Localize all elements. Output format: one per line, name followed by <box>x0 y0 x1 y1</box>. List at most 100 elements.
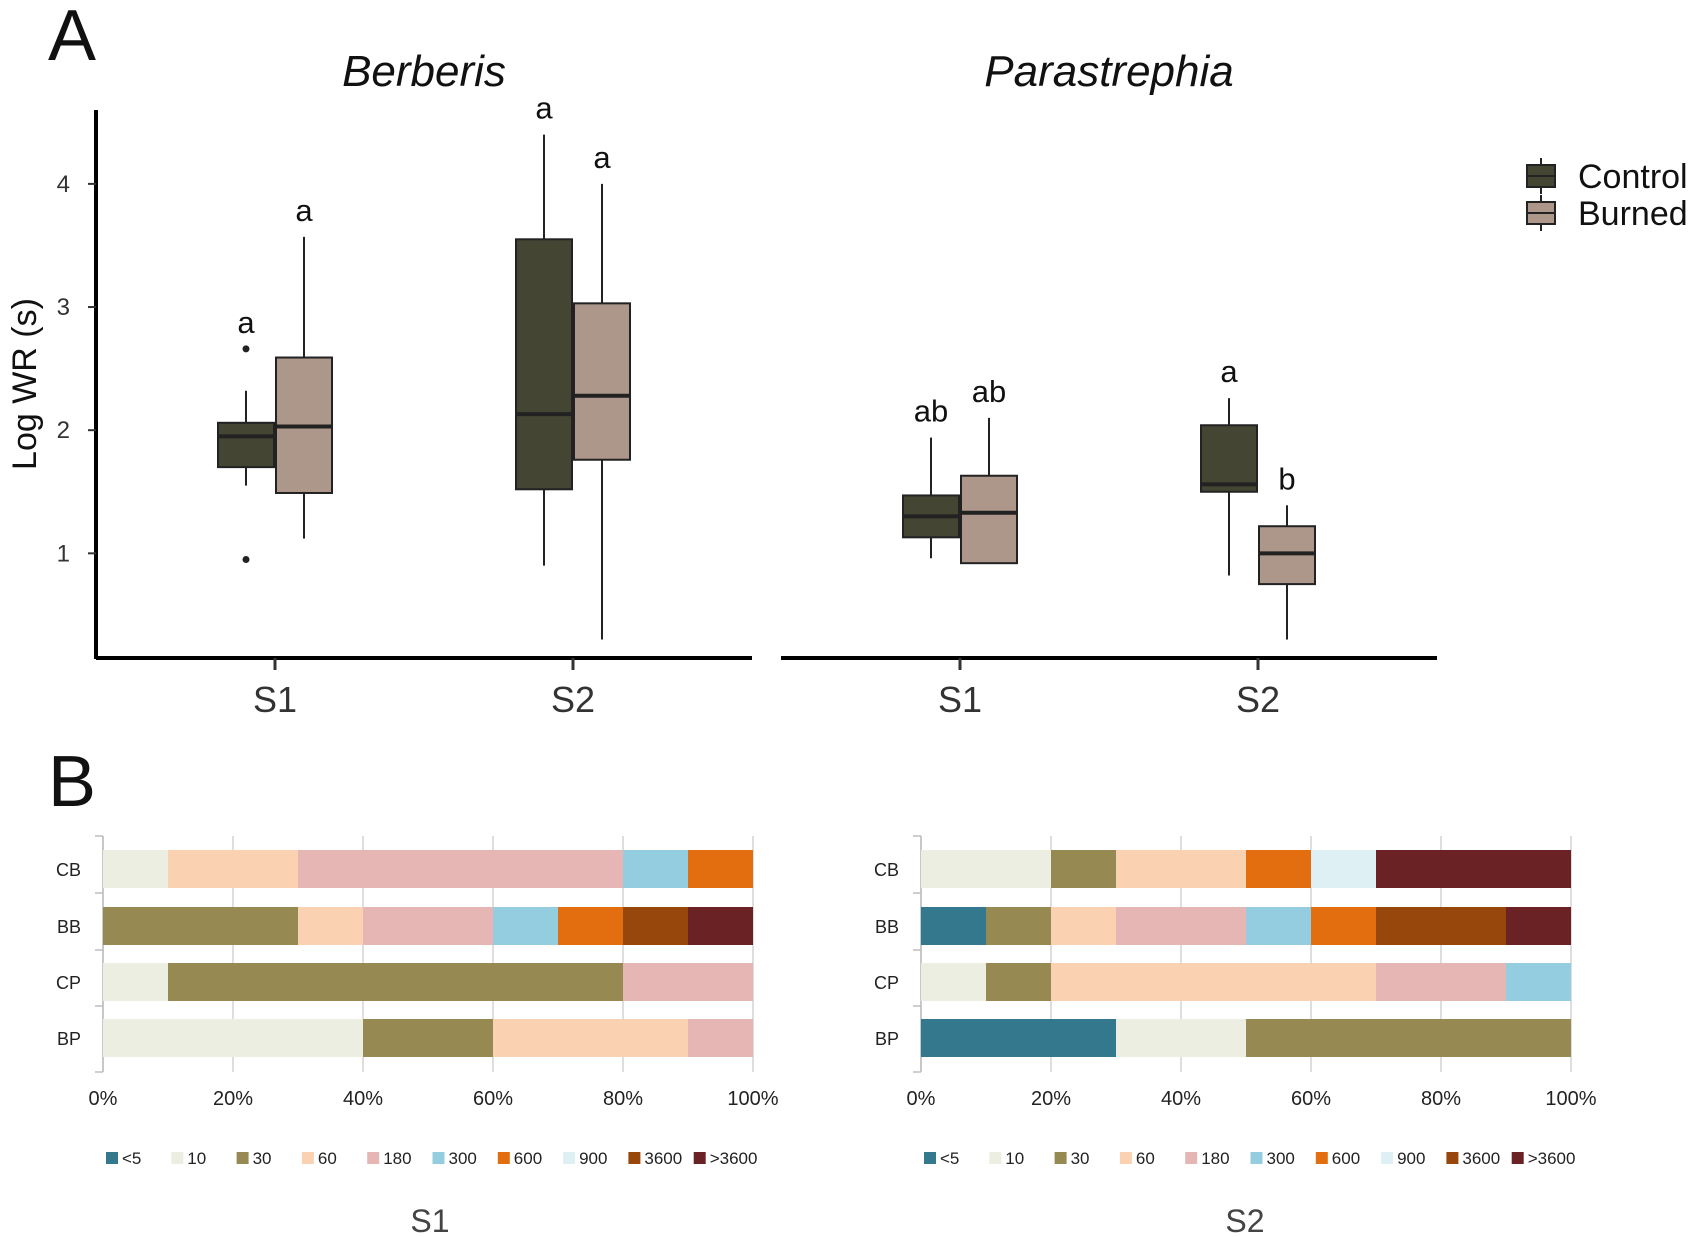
box-iqr <box>515 238 573 491</box>
legend-swatch-3600 <box>1446 1152 1459 1164</box>
segment-bb-60 <box>1051 907 1116 945</box>
box-parastrephia-s1-control: ab <box>902 394 960 559</box>
x-category-label: S1 <box>938 679 982 720</box>
stacked-chart-s2: 0% 20% 40% 60% 80% 100% CB BB CP BP <5 10 30 60 180 300… <box>874 835 1597 1237</box>
category-label: CB <box>874 860 899 880</box>
legend-label: 600 <box>514 1149 542 1168</box>
x-tick-label: 60% <box>1291 1088 1331 1110</box>
segment-cp-30 <box>168 963 623 1001</box>
category-label: BB <box>57 917 81 937</box>
legend-swatch-gt3600 <box>693 1152 706 1164</box>
y-tick-label: 2 <box>57 417 70 444</box>
category-label: BP <box>875 1029 899 1049</box>
legend-swatch-60 <box>301 1152 314 1164</box>
legend-label: >3600 <box>710 1149 758 1168</box>
segment-bp-lt5 <box>921 1019 1116 1057</box>
segment-bb-3600 <box>1376 907 1506 945</box>
x-tick-label: 40% <box>343 1088 383 1110</box>
segment-bb-600 <box>558 907 623 945</box>
stacked-chart-s1: 0% 20% 40% 60% 80% 100% CB BB CP BP <5 10 30 60 180 300… <box>56 835 779 1237</box>
category-label: CP <box>874 973 899 993</box>
legend-label: 30 <box>253 1149 272 1168</box>
x-category-label: S2 <box>551 679 595 720</box>
legend-label: <5 <box>940 1149 959 1168</box>
legend-swatch-300 <box>1250 1152 1263 1164</box>
x-category-label: S2 <box>1236 679 1280 720</box>
legend-swatch-30 <box>236 1152 249 1164</box>
legend-label: 300 <box>1267 1149 1295 1168</box>
segment-bb-300 <box>493 907 558 945</box>
y-tick-label: 1 <box>57 540 70 567</box>
legend-label: 900 <box>579 1149 607 1168</box>
legend-swatch-900 <box>563 1152 576 1164</box>
legend-label: 60 <box>318 1149 337 1168</box>
segment-bb-180 <box>1116 907 1246 945</box>
box-iqr <box>960 474 1018 565</box>
x-tick-label: 80% <box>1421 1088 1461 1110</box>
segment-bp-60 <box>493 1019 688 1057</box>
legend-label: 30 <box>1071 1149 1090 1168</box>
segment-bp-10 <box>103 1019 363 1057</box>
x-tick-label: 0% <box>907 1088 936 1110</box>
box-parastrephia-s1-burned: ab <box>960 374 1018 565</box>
legend-label: 10 <box>1005 1149 1024 1168</box>
segment-cp-180 <box>1376 963 1506 1001</box>
panel-x-label: S1 <box>410 1203 449 1237</box>
significance-letter: b <box>1278 461 1295 496</box>
x-tick-label: 40% <box>1161 1088 1201 1110</box>
box-berberis-s2-control: a <box>515 91 573 566</box>
x-tick-label: 60% <box>473 1088 513 1110</box>
significance-letter: ab <box>972 374 1006 409</box>
legend-label: 180 <box>1201 1149 1229 1168</box>
facet-title: Parastrephia <box>984 47 1233 96</box>
segment-cb-60 <box>168 850 298 888</box>
segment-bp-30 <box>1246 1019 1571 1057</box>
legend-label: 300 <box>449 1149 477 1168</box>
legend-swatch-10 <box>989 1152 1002 1164</box>
legend-swatch-180 <box>367 1152 380 1164</box>
segment-cp-10 <box>103 963 168 1001</box>
significance-letter: a <box>535 91 553 126</box>
x-category-label: S1 <box>253 679 297 720</box>
legend-label: <5 <box>122 1149 141 1168</box>
box-berberis-s1-control: a <box>217 305 275 563</box>
x-tick-label: 100% <box>1545 1088 1596 1110</box>
segment-bp-180 <box>688 1019 753 1057</box>
legend-label: 60 <box>1136 1149 1155 1168</box>
significance-letter: a <box>593 140 611 175</box>
legend-swatch-3600 <box>628 1152 641 1164</box>
legend-swatch-600 <box>497 1152 510 1164</box>
category-label: CP <box>56 973 81 993</box>
legend-label: 3600 <box>1462 1149 1500 1168</box>
stacked-bar-panels: 0% 20% 40% 60% 80% 100% CB BB CP BP <5 10 30 60 180 300… <box>56 835 1597 1237</box>
segment-cb-60 <box>1116 850 1246 888</box>
segment-bb-60 <box>298 907 363 945</box>
legend-swatch-900 <box>1381 1152 1394 1164</box>
x-tick-label: 100% <box>727 1088 778 1110</box>
significance-letter: a <box>295 193 313 228</box>
segment-cp-180 <box>623 963 753 1001</box>
box-berberis-s2-burned: a <box>573 140 631 640</box>
legend-swatch-60 <box>1119 1152 1132 1164</box>
segment-cp-10 <box>921 963 986 1001</box>
segment-bb-3600 <box>623 907 688 945</box>
segment-cb-600 <box>1246 850 1311 888</box>
facet-title: Berberis <box>342 47 506 96</box>
segment-bb-600 <box>1311 907 1376 945</box>
legend-label: 900 <box>1397 1149 1425 1168</box>
box-iqr <box>573 302 631 461</box>
stack-legend: <5 10 30 60 180 300 600 900 3600 >3600 <box>924 1149 1575 1168</box>
segment-cb-180 <box>298 850 623 888</box>
segment-cb-gt3600 <box>1376 850 1571 888</box>
x-tick-label: 20% <box>1031 1088 1071 1110</box>
segment-bp-10 <box>1116 1019 1246 1057</box>
segment-cb-600 <box>688 850 753 888</box>
segment-cb-10 <box>921 850 1051 888</box>
outlier-point <box>242 345 250 353</box>
significance-letter: ab <box>914 394 948 429</box>
y-tick-label: 3 <box>57 294 70 321</box>
legend-label: 10 <box>187 1149 206 1168</box>
segment-cb-30 <box>1051 850 1116 888</box>
